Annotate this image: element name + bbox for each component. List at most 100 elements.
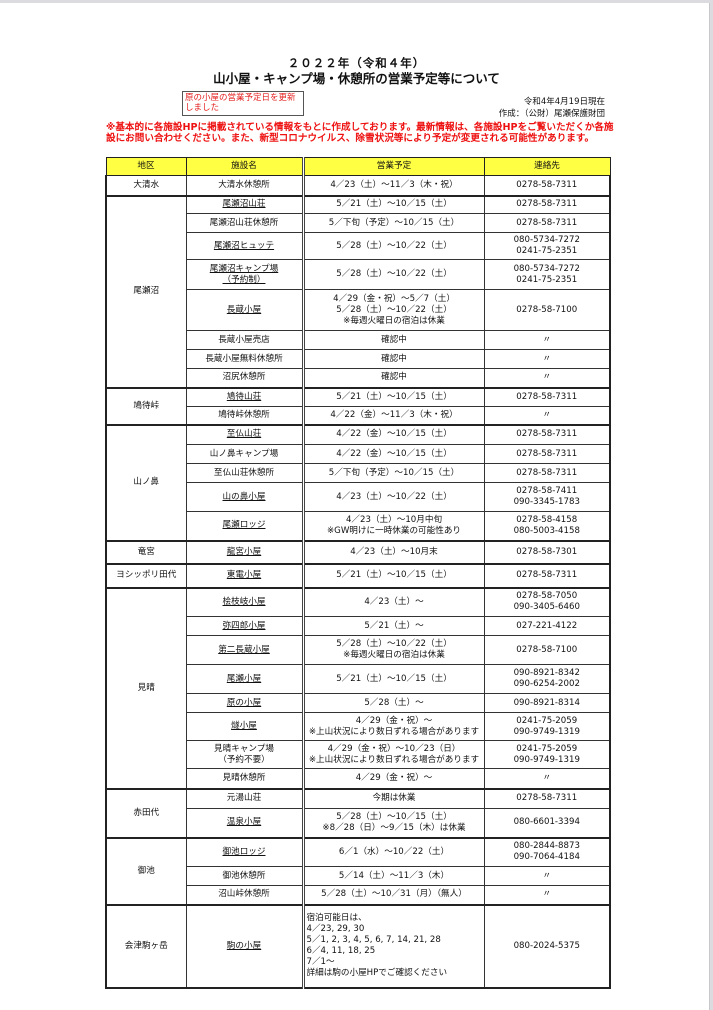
contact-cell-line: 0278-58-7311	[516, 199, 578, 210]
table-row: 山ノ鼻 至仏山荘 4／22（金）～10／15（土） 0278-58-7311	[105, 424, 611, 542]
schedule-cell-line: 5／28（土）～10／15（土）	[336, 811, 452, 822]
facility-link-line[interactable]: 尾瀬沼山荘	[222, 199, 266, 210]
contact-cell: 0278-58-4158 080-5003-4158	[483, 511, 611, 542]
facility-link-line[interactable]: 尾瀬ロッジ	[222, 520, 266, 531]
contact-cell-line: 〃	[542, 409, 552, 420]
contact-cell: 027-221-4122	[483, 616, 611, 636]
table-row: 尾瀬沼 尾瀬沼山荘 5／21（土）～10／15（土） 0278-58-7311	[105, 195, 611, 389]
facility-name: 長蔵小屋無料休憩所	[185, 349, 304, 369]
region-cell: 鳩待峠	[105, 387, 187, 426]
region-cell: 会津駒ヶ岳	[105, 904, 187, 989]
table-row: 尾瀬沼キャンプ場 （予約制） 5／28（土）～10／22（土） 080-5734-72…	[106, 259, 611, 290]
table-row: 見晴休憩所 4／29（金・祝）～ 〃	[106, 768, 611, 790]
facility-link-line[interactable]: 御池ロッジ	[222, 846, 266, 857]
facility-link: 山の鼻小屋	[185, 482, 304, 512]
schedule-cell: 5／28（土）～10／22（土） ※毎週火曜日の宿泊は休業	[301, 635, 485, 665]
facility-name-line: 沼尻休憩所	[222, 372, 266, 383]
schedule-cell: 5／下旬（予定）～10／15（土）	[301, 463, 485, 483]
facility-link-line[interactable]: 尾瀬沼ヒュッテ	[213, 240, 275, 251]
contact-cell: 0278-58-7311	[483, 444, 611, 464]
contact-cell-line: 080-2024-5375	[513, 940, 580, 951]
schedule-cell-line: ※毎週火曜日の宿泊は休業	[343, 315, 445, 326]
table-row: 長蔵小屋売店 確認中 〃	[106, 330, 611, 350]
facility-name-line: 尾瀬沼山荘休憩所	[209, 217, 279, 228]
facility-name: 尾瀬沼山荘休憩所	[185, 213, 304, 233]
schedule-cell: 今期は休業	[301, 788, 485, 809]
schedule-cell-line: 5／28（土）～10／22（土）	[336, 240, 452, 251]
table-row: 会津駒ヶ岳 駒の小屋 宿泊可能日は、 4／23, 29, 30 5／1, 2, 3, 4…	[105, 904, 611, 989]
contact-cell: 0278-58-7311	[483, 175, 611, 197]
schedule-cell-line: 4／23（土）～10月中旬	[345, 514, 443, 525]
contact-cell-line: 0278-58-7100	[516, 644, 578, 655]
facility-link-line[interactable]: 弥四郎小屋	[222, 620, 266, 631]
facility-schedule-table: 地区 施設名 営業予定 連絡先 大清水 大清水休憩所 4／23（土）～11／3（木・…	[105, 157, 611, 989]
contact-cell: 0241-75-2059 090-9749-1319	[483, 740, 611, 769]
facility-name: 沼尻休憩所	[185, 368, 304, 389]
region-cell: 尾瀬沼	[105, 195, 187, 389]
facility-name-line: 御池休憩所	[222, 870, 266, 881]
facility-link-line[interactable]: 第二長蔵小屋	[218, 644, 270, 655]
facility-link: 尾瀬沼山荘	[185, 195, 304, 214]
contact-cell-line: 0278-58-7301	[516, 546, 578, 557]
facility-name-line: 長蔵小屋無料休憩所	[205, 353, 283, 364]
table-header-row: 地区 施設名 営業予定 連絡先	[105, 157, 611, 176]
facility-link-line[interactable]: 鳩待山荘	[226, 391, 262, 402]
contact-cell: 0278-58-7311	[483, 387, 611, 407]
schedule-cell: 5／28（土）～10／22（土）	[301, 259, 485, 290]
facility-name-line: 見晴キャンプ場	[214, 743, 274, 754]
schedule-cell-line: 4／23, 29, 30	[306, 924, 365, 934]
schedule-cell-line: 5／28（土）～10／22（土）	[336, 269, 452, 279]
region-cell: 赤田代	[105, 788, 187, 839]
facility-link-line[interactable]: 東電小屋	[226, 570, 262, 580]
facility-link-line[interactable]: 駒の小屋	[226, 940, 262, 951]
region-cell: ヨシッポリ田代	[105, 563, 187, 589]
schedule-cell-line: 4／22（金）～10／15（土）	[336, 429, 452, 440]
contact-cell-line: 0278-58-7311	[516, 467, 578, 478]
table-row: 鳩待峠 鳩待山荘 5／21（土）～10／15（土） 0278-58-7311	[105, 387, 611, 426]
contact-cell-line: 0278-58-7311	[516, 793, 578, 804]
schedule-cell-line: 5／21（土）～10／15（土）	[336, 570, 452, 580]
contact-cell-line: 〃	[542, 353, 552, 364]
contact-cell: 0278-58-7311	[483, 213, 611, 233]
facility-link-line[interactable]: 山の鼻小屋	[222, 491, 266, 502]
facility-link-line[interactable]: 尾瀬小屋	[226, 673, 262, 684]
schedule-cell: 4／22（金）～11／3（木・祝）	[301, 406, 485, 426]
schedule-cell: 4／29（金・祝）～5／7（土） 5／28（土）～10／22（土） ※毎週火曜日の宿…	[301, 289, 485, 331]
facility-link-line[interactable]: 長蔵小屋	[226, 304, 262, 315]
schedule-cell-line: ※GW明けに一時休業の可能性あり	[326, 525, 462, 536]
facility-link-line[interactable]: 温泉小屋	[226, 817, 262, 828]
contact-cell-line: 〃	[542, 334, 552, 345]
facility-link-line[interactable]: 尾瀬沼キャンプ場	[209, 263, 279, 274]
contact-cell-line: 0278-58-7411	[516, 486, 578, 496]
table-row: 山の鼻小屋 4／23（土）～10／22（土） 0278-58-7411 090-334…	[106, 482, 611, 512]
facility-link: 燧小屋	[185, 712, 304, 741]
schedule-cell: 5／21（土）～10／15（土）	[301, 195, 485, 214]
facility-link-line[interactable]: 原の小屋	[226, 697, 262, 708]
contact-cell: 0278-58-7100	[483, 289, 611, 331]
facility-name: 御池休憩所	[185, 866, 304, 886]
contact-cell: 080-5734-7272 0241-75-2351	[483, 232, 611, 260]
facility-link-line[interactable]: （予約制）	[222, 274, 266, 285]
schedule-cell-line: 詳細は駒の小屋HPでご確認ください	[306, 968, 448, 978]
contact-cell: 〃	[483, 330, 611, 350]
schedule-cell: 4／23（土）～	[301, 587, 485, 617]
as-of-date: 令和4年4月19日現在	[523, 97, 605, 107]
facility-link-line[interactable]: 至仏山荘	[226, 429, 262, 440]
schedule-cell: 4／22（金）～10／15（土）	[301, 424, 485, 445]
facility-name: 見晴キャンプ場 （予約不要）	[185, 740, 304, 769]
table-row: 尾瀬沼山荘休憩所 5／下旬（予定）～10／15（土） 0278-58-7311	[106, 213, 611, 233]
facility-name-line: 至仏山荘休憩所	[213, 467, 275, 478]
contact-cell: 090-8921-8342 090-6254-2002	[483, 664, 611, 694]
schedule-cell: 宿泊可能日は、 4／23, 29, 30 5／1, 2, 3, 4, 5, 6, 7…	[301, 904, 485, 989]
contact-cell-line: 0278-58-7311	[516, 429, 578, 440]
pdf-page: ２０２２年（令和４年） 山小屋・キャンプ場・休憩所の営業予定等について 原の小屋…	[0, 3, 710, 1010]
schedule-cell: 5／21（土）～10／15（土）	[301, 563, 485, 589]
facility-link-line[interactable]: 桧枝岐小屋	[222, 596, 266, 607]
contact-cell-line: 090-3345-1783	[513, 497, 580, 507]
facility-link-line[interactable]: 龍宮小屋	[226, 546, 262, 557]
facility-link-line[interactable]: 燧小屋	[231, 721, 257, 731]
facility-link: 至仏山荘	[185, 424, 304, 445]
contact-cell: 〃	[483, 406, 611, 426]
author: 作成：（公財）尾瀬保護財団	[498, 109, 605, 119]
table-row: 竜宮 龍宮小屋 4／23（土）～10月末 0278-58-7301	[105, 540, 611, 565]
